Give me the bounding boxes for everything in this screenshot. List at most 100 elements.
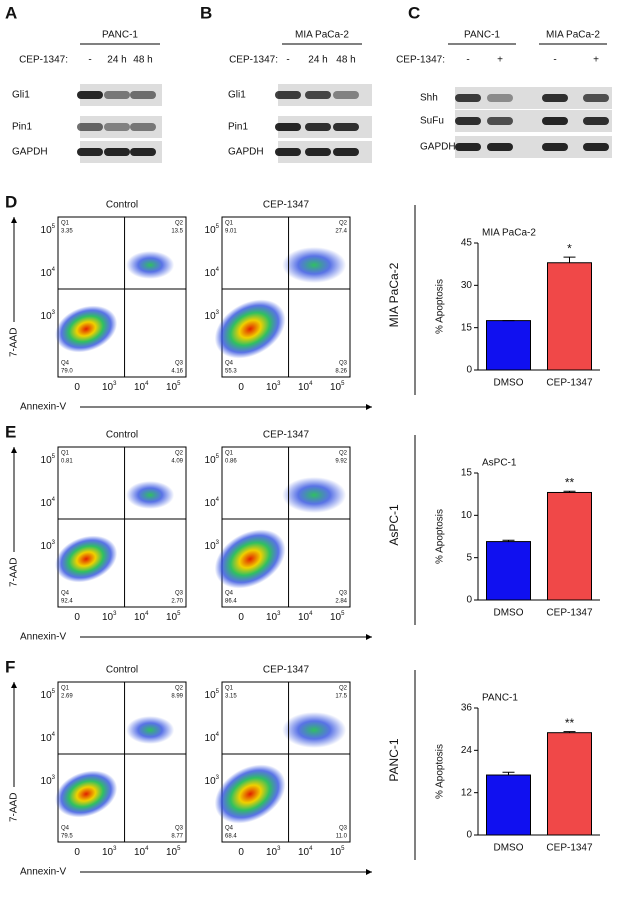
- bar: [486, 541, 531, 601]
- panel-label: D: [5, 192, 17, 211]
- quadrant-value: 9.01: [225, 229, 237, 235]
- x-tick-label: CEP-1347: [546, 378, 593, 389]
- x-tick-label: 104: [134, 381, 149, 393]
- tick-exp: 4: [52, 497, 56, 503]
- tick-base: 10: [41, 689, 53, 700]
- quadrant-value: 8.99: [171, 694, 183, 700]
- x-tick-label: CEP-1347: [546, 843, 593, 854]
- tick-base: 10: [134, 612, 146, 623]
- band: [77, 148, 103, 156]
- tick-base: 10: [41, 498, 53, 509]
- protein-label: Gli1: [228, 90, 246, 101]
- y-axis-label: 7-AAD: [9, 793, 20, 822]
- y-axis-label: % Apoptosis: [435, 744, 446, 799]
- protein-label: Pin1: [228, 122, 248, 133]
- lane-label: -: [553, 55, 556, 66]
- band: [305, 91, 331, 99]
- density-cloud: [214, 529, 286, 589]
- tick-exp: 5: [177, 846, 181, 852]
- quadrant-name: Q4: [61, 826, 70, 832]
- x-axis-label: Annexin-V: [20, 867, 66, 878]
- band: [104, 91, 130, 99]
- protein-label: Shh: [420, 93, 438, 104]
- x-tick-label: 104: [298, 611, 313, 623]
- band: [333, 91, 359, 99]
- tick-base: 10: [41, 776, 53, 787]
- bar: [486, 320, 531, 371]
- tick-exp: 3: [216, 775, 220, 781]
- band: [275, 148, 301, 156]
- quadrant-value: 27.4: [335, 229, 347, 235]
- x-tick-label: 105: [330, 611, 345, 623]
- protein-label: GAPDH: [228, 147, 264, 158]
- y-tick-label: 105: [205, 223, 220, 235]
- quadrant-name: Q4: [225, 361, 234, 367]
- chart-title: AsPC-1: [482, 458, 517, 469]
- tick-base: 10: [298, 847, 310, 858]
- quadrant-name: Q2: [175, 451, 184, 457]
- tick-base: 10: [205, 541, 217, 552]
- quadrant-value: 55.3: [225, 369, 237, 375]
- y-tick-label: 104: [205, 497, 220, 509]
- tick-base: 10: [102, 382, 114, 393]
- x-axis-label: Annexin-V: [20, 402, 66, 413]
- quadrant-name: Q3: [339, 361, 348, 367]
- x-tick-label: 0: [74, 382, 80, 393]
- y-tick-label: 105: [41, 688, 56, 700]
- error-bar: [502, 539, 515, 542]
- band: [130, 123, 156, 131]
- condition-title: Control: [106, 665, 138, 676]
- tick-exp: 5: [216, 223, 220, 229]
- x-tick-label: 0: [238, 847, 244, 858]
- tick-base: 10: [330, 847, 342, 858]
- lane-label: -: [466, 55, 469, 66]
- quadrant-value: 92.4: [61, 599, 73, 605]
- x-tick-label: 103: [266, 381, 281, 393]
- row-cell-line: AsPC-1: [387, 504, 401, 546]
- y-tick-label: 0: [466, 830, 472, 841]
- quadrant-name: Q2: [175, 221, 184, 227]
- blot-strip: [455, 136, 612, 158]
- error-bar: [563, 731, 576, 733]
- blot-strip: [455, 87, 612, 109]
- band: [455, 143, 481, 151]
- tick-base: 10: [205, 224, 217, 235]
- treatment-label: CEP-1347:: [229, 55, 278, 66]
- density-cloud: [214, 299, 286, 359]
- y-tick-label: 104: [41, 267, 56, 279]
- x-tick-label: DMSO: [494, 843, 524, 854]
- density-cloud-upper: [282, 712, 347, 748]
- x-tick-label: 0: [74, 612, 80, 623]
- significance-mark: **: [565, 716, 575, 730]
- tick-exp: 3: [113, 611, 117, 617]
- row-cell-line: MIA PaCa-2: [387, 262, 401, 327]
- tick-exp: 5: [341, 381, 345, 387]
- chart-title: MIA PaCa-2: [482, 228, 536, 239]
- tick-exp: 5: [216, 453, 220, 459]
- tick-exp: 3: [216, 540, 220, 546]
- y-axis-label: 7-AAD: [9, 558, 20, 587]
- band: [104, 123, 130, 131]
- y-tick-label: 105: [205, 688, 220, 700]
- protein-label: SuFu: [420, 116, 444, 127]
- band: [487, 94, 513, 102]
- tick-base: 10: [134, 847, 146, 858]
- quadrant-name: Q3: [339, 826, 348, 832]
- tick-base: 10: [166, 612, 178, 623]
- x-tick-label: 105: [166, 611, 181, 623]
- x-tick-label: 104: [134, 846, 149, 858]
- quadrant-name: Q4: [225, 591, 234, 597]
- tick-exp: 4: [309, 846, 313, 852]
- condition-title: Control: [106, 200, 138, 211]
- bar: [547, 262, 592, 371]
- tick-base: 10: [205, 498, 217, 509]
- quadrant-name: Q3: [175, 591, 184, 597]
- y-tick-label: 103: [41, 540, 56, 552]
- tick-exp: 5: [341, 611, 345, 617]
- tick-base: 10: [205, 776, 217, 787]
- tick-base: 10: [41, 311, 53, 322]
- tick-exp: 5: [177, 611, 181, 617]
- tick-exp: 4: [309, 611, 313, 617]
- quadrant-value: 13.5: [171, 229, 183, 235]
- y-tick-label: 30: [461, 280, 473, 291]
